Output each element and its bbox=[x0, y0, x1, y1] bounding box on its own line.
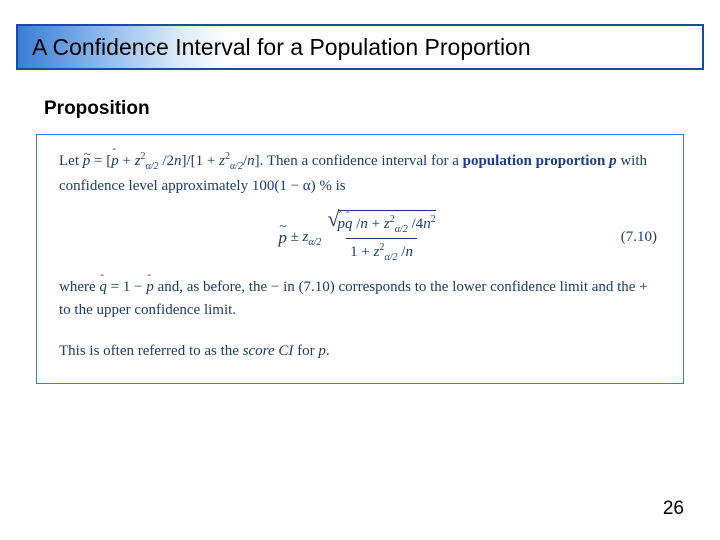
title-bar: A Confidence Interval for a Population P… bbox=[16, 24, 704, 70]
z-subscript: α/2 bbox=[146, 161, 159, 172]
qhat-in-sqrt: qˆ bbox=[345, 216, 353, 232]
phat-def: pˆ bbox=[146, 279, 154, 295]
denom-zsub: α/2 bbox=[384, 252, 397, 263]
formula-fraction: √ pˆqˆ /n + z2α/2 /4n2 1 + z2α/2 /n bbox=[323, 210, 439, 266]
formula-z: zα/2 bbox=[303, 226, 322, 251]
sqrt-zsub: α/2 bbox=[395, 224, 408, 235]
proposition-where: where qˆ = 1 − pˆ and, as before, the − … bbox=[59, 276, 661, 323]
bold-phrase: population proportion bbox=[463, 153, 609, 169]
proposition-heading: Proposition bbox=[44, 98, 150, 120]
page-title: A Confidence Interval for a Population P… bbox=[18, 26, 702, 61]
z-subscript-2: α/2 bbox=[230, 161, 243, 172]
footer-for: for bbox=[293, 343, 318, 359]
sqrt: √ pˆqˆ /n + z2α/2 /4n2 bbox=[327, 210, 435, 238]
fraction-numerator: √ pˆqˆ /n + z2α/2 /4n2 bbox=[323, 210, 439, 239]
formula-ptilde: ~p bbox=[278, 225, 287, 251]
qhat-def: qˆ bbox=[99, 279, 107, 295]
formula-z-sub: α/2 bbox=[308, 237, 321, 248]
footer-p: p bbox=[318, 343, 326, 359]
sqrt-radicand: pˆqˆ /n + z2α/2 /4n2 bbox=[338, 210, 436, 238]
footer-italic: score CI bbox=[243, 343, 294, 359]
bold-p: p bbox=[609, 153, 617, 169]
proposition-intro: Let ~p = [pˆ + z2α/2 /2n]/[1 + z2α/2/n].… bbox=[59, 149, 661, 198]
where-prefix: where bbox=[59, 279, 99, 295]
equation-number: (7.10) bbox=[621, 226, 657, 249]
intro-after: . Then a confidence interval for a bbox=[260, 153, 463, 169]
proposition-footer: This is often referred to as the score C… bbox=[59, 340, 661, 363]
p-tilde-symbol: ~p bbox=[83, 153, 91, 169]
p-hat-symbol: pˆ bbox=[111, 153, 119, 169]
main-formula: ~p ± zα/2 √ pˆqˆ /n + z2α/2 /4n2 1 + z2α… bbox=[59, 210, 661, 266]
page-number: 26 bbox=[663, 498, 684, 520]
fraction-denominator: 1 + z2α/2 /n bbox=[346, 238, 417, 266]
footer-dot: . bbox=[326, 343, 330, 359]
footer-prefix: This is often referred to as the bbox=[59, 343, 243, 359]
proposition-box: Let ~p = [pˆ + z2α/2 /2n]/[1 + z2α/2/n].… bbox=[36, 134, 684, 384]
phat-in-sqrt: pˆ bbox=[338, 216, 346, 232]
intro-prefix: Let bbox=[59, 153, 83, 169]
